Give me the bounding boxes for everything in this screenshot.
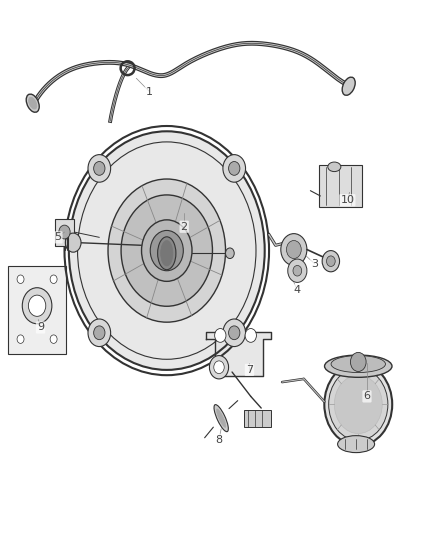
Circle shape bbox=[229, 161, 240, 175]
Ellipse shape bbox=[26, 94, 39, 112]
Ellipse shape bbox=[338, 435, 374, 453]
Text: 4: 4 bbox=[294, 285, 301, 295]
Text: 6: 6 bbox=[364, 391, 371, 401]
Ellipse shape bbox=[331, 356, 385, 373]
Circle shape bbox=[17, 335, 24, 343]
Circle shape bbox=[88, 319, 111, 346]
Ellipse shape bbox=[328, 162, 341, 172]
Circle shape bbox=[286, 240, 301, 259]
Circle shape bbox=[17, 275, 24, 284]
Circle shape bbox=[226, 248, 234, 259]
Circle shape bbox=[94, 326, 105, 340]
Circle shape bbox=[288, 259, 307, 282]
Text: 10: 10 bbox=[340, 195, 354, 205]
Circle shape bbox=[229, 326, 240, 340]
Circle shape bbox=[334, 375, 382, 433]
Circle shape bbox=[50, 275, 57, 284]
Circle shape bbox=[328, 368, 388, 440]
Ellipse shape bbox=[161, 240, 173, 266]
Circle shape bbox=[59, 225, 70, 239]
Circle shape bbox=[88, 155, 111, 182]
Circle shape bbox=[245, 328, 256, 342]
Text: 8: 8 bbox=[215, 435, 223, 445]
Polygon shape bbox=[206, 332, 271, 376]
Circle shape bbox=[281, 233, 307, 265]
FancyBboxPatch shape bbox=[319, 165, 362, 207]
Circle shape bbox=[324, 363, 392, 446]
Ellipse shape bbox=[158, 237, 176, 270]
Circle shape bbox=[121, 195, 212, 306]
Circle shape bbox=[108, 179, 226, 322]
Ellipse shape bbox=[216, 409, 226, 427]
Circle shape bbox=[350, 352, 366, 372]
Circle shape bbox=[69, 131, 265, 370]
Circle shape bbox=[223, 155, 246, 182]
Text: 7: 7 bbox=[246, 365, 253, 375]
Circle shape bbox=[326, 256, 335, 266]
Text: 3: 3 bbox=[311, 259, 318, 269]
Bar bbox=[55, 219, 74, 246]
Bar bbox=[244, 410, 271, 427]
Circle shape bbox=[22, 288, 52, 324]
Circle shape bbox=[215, 328, 226, 342]
Circle shape bbox=[293, 265, 302, 276]
Text: 9: 9 bbox=[37, 322, 44, 333]
Text: 5: 5 bbox=[54, 232, 61, 243]
Circle shape bbox=[94, 161, 105, 175]
Circle shape bbox=[28, 295, 46, 317]
Ellipse shape bbox=[342, 77, 355, 95]
FancyBboxPatch shape bbox=[8, 266, 66, 354]
Circle shape bbox=[214, 361, 224, 374]
Circle shape bbox=[322, 251, 339, 272]
Circle shape bbox=[150, 230, 184, 271]
Ellipse shape bbox=[214, 405, 228, 432]
Ellipse shape bbox=[28, 98, 37, 109]
Circle shape bbox=[141, 220, 192, 281]
Circle shape bbox=[223, 319, 246, 346]
Circle shape bbox=[209, 356, 229, 379]
Text: 1: 1 bbox=[146, 86, 153, 96]
Ellipse shape bbox=[325, 355, 392, 377]
Circle shape bbox=[65, 233, 81, 252]
Circle shape bbox=[50, 335, 57, 343]
Text: 2: 2 bbox=[180, 222, 188, 232]
